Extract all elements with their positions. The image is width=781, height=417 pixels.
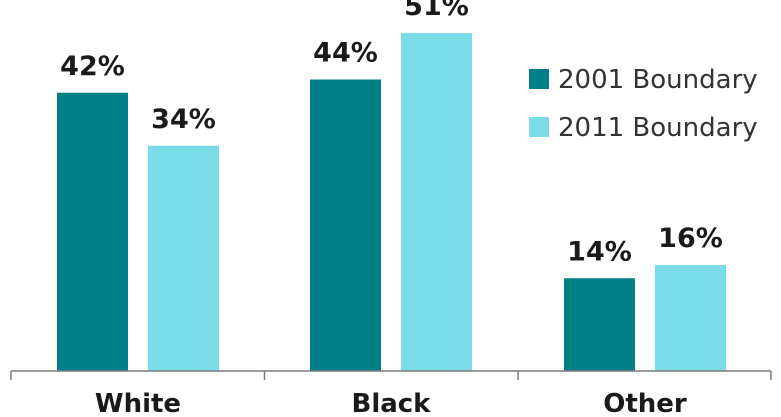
data-label-other-2011: 16% xyxy=(658,223,723,254)
data-label-white-2001: 42% xyxy=(60,51,125,82)
data-label-black-2001: 44% xyxy=(313,38,378,69)
data-label-other-2001: 14% xyxy=(567,236,632,267)
data-labels-layer: 42% 34% 44% 51% 14% 16% xyxy=(60,0,723,267)
legend-label-2001: 2001 Boundary xyxy=(558,65,758,95)
bars-layer xyxy=(57,33,726,371)
legend-swatch-2001 xyxy=(529,69,549,89)
data-label-black-2011: 51% xyxy=(404,0,469,22)
bar-black-2011 xyxy=(401,33,472,371)
category-label-black: Black xyxy=(352,389,432,417)
x-axis: White Black Other xyxy=(10,370,772,417)
bar-black-2001 xyxy=(310,79,381,371)
bar-other-2001 xyxy=(564,278,635,371)
legend-label-2011: 2011 Boundary xyxy=(558,113,758,143)
bar-other-2011 xyxy=(655,265,726,371)
category-label-other: Other xyxy=(603,389,687,417)
data-label-white-2011: 34% xyxy=(151,104,216,135)
category-label-white: White xyxy=(95,389,181,417)
bar-white-2011 xyxy=(148,145,219,371)
legend-swatch-2011 xyxy=(529,117,549,137)
legend: 2001 Boundary 2011 Boundary xyxy=(529,65,758,143)
bar-white-2001 xyxy=(57,92,128,371)
